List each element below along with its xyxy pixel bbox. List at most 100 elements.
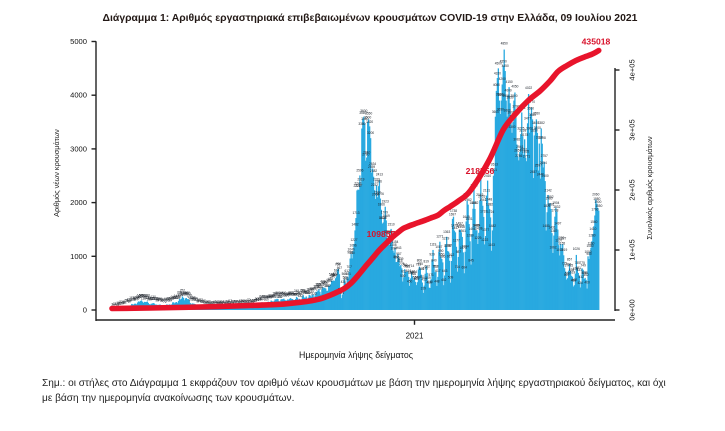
svg-text:160: 160 [136, 295, 142, 299]
svg-text:32: 32 [119, 300, 123, 304]
svg-text:42: 42 [225, 301, 229, 305]
svg-text:39: 39 [209, 301, 213, 305]
svg-text:2941: 2941 [516, 145, 523, 149]
svg-text:509: 509 [425, 276, 431, 280]
svg-text:1713: 1713 [352, 211, 359, 215]
svg-text:44: 44 [219, 301, 223, 305]
svg-text:1154: 1154 [392, 240, 399, 244]
svg-text:Ημερομηνία λήψης δείγματος: Ημερομηνία λήψης δείγματος [299, 350, 413, 360]
svg-text:1410: 1410 [589, 227, 596, 231]
svg-text:110: 110 [193, 296, 198, 300]
svg-text:2142: 2142 [545, 188, 552, 192]
svg-text:107: 107 [130, 298, 136, 302]
svg-text:105: 105 [169, 296, 175, 300]
svg-text:4000: 4000 [70, 91, 87, 100]
svg-text:712: 712 [403, 264, 409, 268]
svg-text:1709: 1709 [381, 210, 388, 214]
svg-text:178: 178 [139, 293, 145, 297]
svg-text:205: 205 [293, 293, 299, 297]
svg-text:179: 179 [284, 293, 290, 297]
svg-text:165: 165 [269, 294, 275, 298]
svg-text:78: 78 [195, 299, 199, 303]
svg-text:319: 319 [421, 287, 427, 291]
svg-text:245: 245 [294, 289, 300, 293]
svg-text:840: 840 [431, 259, 437, 263]
svg-text:57: 57 [244, 299, 248, 303]
svg-text:492: 492 [344, 277, 350, 281]
svg-text:75: 75 [253, 299, 257, 303]
svg-text:1108: 1108 [390, 243, 397, 247]
svg-text:1494: 1494 [457, 223, 464, 227]
svg-text:226: 226 [181, 292, 187, 296]
svg-text:4050: 4050 [511, 85, 518, 89]
svg-text:462: 462 [441, 278, 447, 282]
svg-text:2021: 2021 [406, 332, 424, 341]
svg-text:283: 283 [307, 288, 313, 292]
svg-text:604: 604 [412, 270, 418, 274]
svg-text:721: 721 [405, 265, 411, 269]
svg-text:196: 196 [178, 293, 184, 297]
svg-text:1406: 1406 [468, 227, 475, 231]
svg-text:950: 950 [586, 252, 592, 256]
svg-text:58: 58 [251, 301, 255, 305]
svg-text:4850: 4850 [501, 42, 508, 46]
svg-text:197: 197 [273, 292, 279, 296]
svg-text:48: 48 [227, 301, 231, 305]
svg-text:42: 42 [223, 300, 227, 304]
svg-text:149: 149 [174, 294, 180, 298]
svg-text:548: 548 [329, 273, 335, 277]
svg-text:3550: 3550 [529, 113, 536, 117]
svg-text:381: 381 [319, 283, 325, 287]
svg-text:1724: 1724 [487, 210, 494, 214]
svg-text:117: 117 [132, 296, 137, 300]
svg-text:1046: 1046 [348, 248, 355, 252]
svg-text:1904: 1904 [552, 201, 559, 205]
svg-text:4: 4 [112, 302, 114, 306]
svg-text:207: 207 [297, 291, 303, 295]
svg-text:55: 55 [239, 299, 243, 303]
svg-text:1084: 1084 [462, 245, 469, 249]
svg-text:59: 59 [240, 301, 244, 305]
svg-text:2771: 2771 [523, 154, 530, 158]
svg-text:509: 509 [448, 275, 454, 279]
svg-text:102: 102 [153, 297, 159, 301]
svg-text:0: 0 [83, 306, 87, 315]
svg-text:128: 128 [175, 296, 181, 300]
svg-text:3400: 3400 [532, 121, 539, 125]
svg-text:61: 61 [123, 300, 127, 304]
svg-text:524: 524 [413, 275, 419, 279]
svg-text:142: 142 [170, 296, 176, 300]
svg-text:957: 957 [396, 252, 402, 256]
svg-text:43: 43 [213, 300, 217, 304]
svg-text:91: 91 [159, 297, 163, 301]
svg-text:4550: 4550 [500, 59, 507, 63]
svg-text:1992: 1992 [546, 195, 553, 199]
svg-text:41: 41 [230, 301, 234, 305]
svg-text:2237: 2237 [355, 183, 362, 187]
svg-text:40: 40 [220, 301, 224, 305]
svg-text:566: 566 [411, 272, 417, 276]
svg-text:3600: 3600 [507, 110, 514, 114]
svg-text:819: 819 [424, 260, 430, 264]
svg-text:1948: 1948 [485, 197, 492, 201]
svg-text:Διάγραμμα 1: Αριθμός εργαστηρι: Διάγραμμα 1: Αριθμός εργαστηριακά επιβεβ… [103, 13, 638, 24]
svg-text:1080: 1080 [586, 244, 593, 248]
svg-text:1155: 1155 [558, 242, 565, 246]
svg-text:3098: 3098 [539, 136, 546, 140]
svg-text:3420: 3420 [366, 120, 373, 124]
svg-text:177: 177 [187, 294, 193, 298]
svg-text:530: 530 [400, 274, 406, 278]
svg-text:420: 420 [578, 281, 584, 285]
svg-text:2654: 2654 [540, 161, 547, 165]
svg-text:42: 42 [222, 302, 226, 306]
svg-text:39: 39 [212, 300, 216, 304]
svg-text:958: 958 [347, 251, 353, 255]
svg-text:1160: 1160 [588, 241, 595, 245]
svg-text:49: 49 [229, 301, 233, 305]
svg-text:1497: 1497 [554, 222, 561, 226]
svg-text:76: 76 [196, 298, 200, 302]
svg-text:581: 581 [346, 272, 352, 276]
svg-text:463: 463 [414, 277, 420, 281]
svg-text:435018: 435018 [582, 36, 611, 46]
svg-text:3480: 3480 [361, 117, 368, 121]
